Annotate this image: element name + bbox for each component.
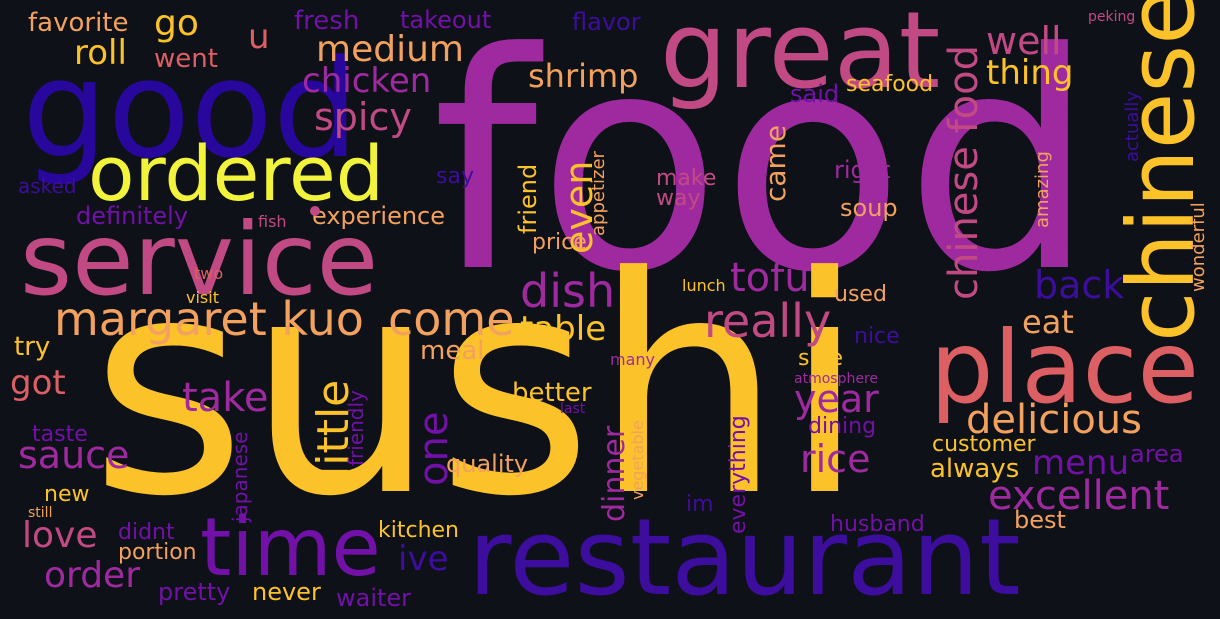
word-went: went [154, 44, 218, 74]
word-appetizer: appetizer [588, 151, 609, 236]
word-chicken: chicken [302, 61, 432, 101]
word-dining: dining [808, 414, 877, 439]
word-say: say [436, 164, 474, 189]
word-used: used [834, 282, 887, 307]
word-ive: ive [398, 539, 449, 579]
word-side: side [798, 346, 844, 371]
word-two: two [194, 264, 224, 283]
word-fresh: fresh [294, 6, 360, 36]
word-waiter: waiter [336, 584, 412, 612]
word-tofu: tofu [730, 255, 810, 301]
word-meal: meal [420, 336, 485, 366]
word-back: back [1034, 263, 1125, 307]
word-got: got [10, 363, 66, 403]
word-didnt: didnt [118, 520, 175, 545]
word-order: order [44, 555, 140, 596]
word-always: always [930, 454, 1020, 484]
word-margaret-kuo: margaret kuo [54, 292, 364, 346]
word-visit: visit [186, 288, 219, 307]
word-wonderful: wonderful [1188, 202, 1209, 292]
word-definitely: definitely [76, 202, 189, 230]
word-make: make [656, 166, 717, 191]
word-experience: experience [312, 202, 446, 230]
word-medium: medium [316, 29, 464, 70]
word-dinner: dinner [597, 425, 632, 522]
word-sauce: sauce [18, 433, 130, 477]
word-never: never [252, 578, 321, 606]
word-roll: roll [74, 33, 127, 73]
word-still: still [28, 505, 53, 521]
word-pretty: pretty [158, 578, 231, 606]
word-come: come [388, 292, 515, 346]
word-good: good [22, 31, 359, 188]
word-right: right [834, 156, 891, 184]
word-friendly: friendly [344, 390, 368, 466]
word-u: u [248, 17, 270, 57]
word-try: try [14, 332, 51, 362]
word-table: table [520, 309, 607, 349]
word-last: last [560, 401, 586, 417]
word-love: love [22, 515, 98, 556]
word-restaurant: restaurant [468, 496, 1021, 619]
word-japanese: japanese [228, 431, 252, 522]
word-go: go [154, 3, 199, 44]
word-shrimp: shrimp [528, 57, 639, 95]
word-taste: taste [32, 422, 88, 447]
word-great: great [660, 0, 941, 112]
word-best: best [1014, 506, 1066, 534]
word-time: time [200, 501, 381, 594]
word-flavor: flavor [572, 8, 641, 36]
word-everything: everything [726, 415, 751, 534]
word-rice: rice [800, 437, 871, 481]
word-ordered: ordered [88, 129, 384, 218]
word-fish: fish [258, 212, 287, 231]
word-spicy: spicy [314, 95, 412, 139]
word-price: price [532, 230, 587, 255]
word-friend: friend [514, 163, 542, 234]
word-menu: menu [1032, 443, 1130, 483]
word-eat: eat [1022, 303, 1074, 341]
word-many: many [610, 350, 655, 369]
word-peking: peking [1088, 9, 1136, 25]
word-soup: soup [840, 194, 898, 222]
word-actually: actually [1122, 90, 1143, 162]
word-better: better [512, 378, 592, 408]
word-place: place [930, 309, 1200, 426]
word-well: well [986, 19, 1062, 63]
word-dish: dish [520, 264, 616, 318]
word-asked: asked [18, 174, 77, 198]
word-nice: nice [854, 324, 900, 349]
word-vegetable: vegetable [628, 420, 647, 500]
word-chinese-food: chinese food [941, 45, 987, 300]
word-food: food [432, 0, 1096, 338]
word-customer: customer [932, 432, 1036, 457]
word-im: im [686, 492, 714, 517]
word-take: take [182, 375, 269, 421]
word-favorite: favorite [28, 8, 129, 38]
word-amazing: amazing [1032, 151, 1053, 228]
word-said: said [790, 80, 840, 108]
word-delicious: delicious [966, 397, 1142, 443]
word-thing: thing [986, 53, 1074, 93]
word-year: year [794, 377, 879, 421]
word-came: came [759, 124, 792, 202]
word-takeout: takeout [400, 6, 492, 34]
word-kitchen: kitchen [378, 518, 459, 543]
word-atmosphere: atmosphere [794, 371, 878, 387]
word-sushi: sushi [90, 213, 867, 562]
word-service: service [20, 201, 379, 318]
word-way: way [656, 186, 701, 211]
dot-mark [310, 206, 320, 216]
word-lunch: lunch [682, 276, 726, 295]
word-area: area [1130, 440, 1184, 468]
word-excellent: excellent [988, 473, 1170, 519]
word-husband: husband [830, 512, 925, 537]
word-new: new [44, 482, 90, 507]
word-portion: portion [118, 540, 197, 565]
word-really: really [704, 294, 832, 348]
word-quality: quality [446, 450, 529, 478]
word-seafood: seafood [846, 72, 934, 97]
